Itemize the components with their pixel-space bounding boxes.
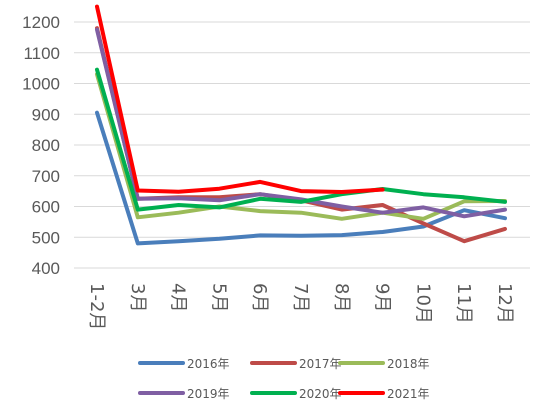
y-tick-label: 800 [32,136,60,155]
y-tick-label: 1200 [22,13,60,32]
y-tick-label: 500 [32,228,60,247]
legend-item: 2021年 [338,387,430,401]
legend-label: 2020年 [299,387,342,401]
legend-label: 2017年 [299,357,342,371]
y-tick-label: 1100 [23,44,60,63]
legend-item: 2020年 [250,387,342,401]
gridlines [74,21,530,269]
x-tick-label: 1-2月 [86,283,107,330]
legend: 2016年 2017年 2018年 2019年 2020年 2021年 [138,357,430,401]
x-tick-label: 12月 [494,283,515,324]
series-line-2018年 [95,72,507,221]
series-line-2019年 [95,27,507,219]
legend-item: 2017年 [250,357,342,371]
x-tick-label: 4月 [168,283,189,312]
legend-item: 2019年 [138,387,230,401]
y-tick-label: 400 [32,259,60,278]
legend-item: 2016年 [138,357,230,371]
legend-item: 2018年 [338,357,430,371]
y-tick-label: 600 [32,198,60,217]
x-tick-label: 6月 [249,283,270,312]
x-axis-ticks: 1-2月 3月 4月 5月 6月 7月 8月 9月 10月 11月 12月 [86,283,515,330]
legend-label: 2018年 [387,357,430,371]
y-tick-label: 900 [32,105,60,124]
legend-label: 2016年 [187,357,230,371]
x-tick-label: 5月 [208,283,229,312]
x-tick-label: 7月 [290,283,311,312]
x-tick-label: 9月 [372,283,393,312]
y-axis-ticks: 400 500 600 700 800 900 1000 1100 1200 [22,13,60,278]
series-line-2016年 [95,110,507,246]
y-tick-label: 700 [32,167,60,186]
y-tick-label: 1000 [22,75,60,94]
legend-label: 2021年 [387,387,430,401]
series-line-2020年 [95,67,507,212]
legend-label: 2019年 [187,387,230,401]
x-tick-label: 10月 [412,283,433,324]
x-tick-label: 11月 [453,283,474,324]
series-lines [95,4,507,246]
series-line-2021年 [95,4,385,194]
x-tick-label: 3月 [127,283,148,312]
x-tick-label: 8月 [331,283,352,312]
